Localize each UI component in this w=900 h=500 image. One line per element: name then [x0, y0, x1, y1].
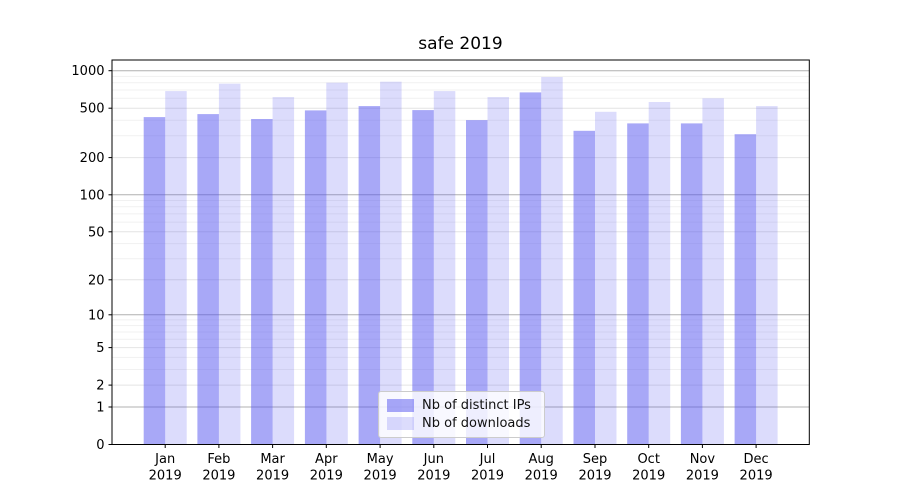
y-tick-label: 5 — [96, 341, 104, 356]
legend-item-distinct-ips: Nb of distinct IPs — [387, 397, 536, 413]
x-tick-label-month: Apr — [315, 452, 338, 467]
axes-frame — [111, 59, 810, 445]
y-tick-label: 50 — [88, 225, 105, 240]
bar-distinct-ips-may — [358, 106, 381, 445]
legend: Nb of distinct IPs Nb of downloads — [378, 391, 545, 438]
x-tick-label-year: 2019 — [149, 469, 182, 484]
x-tick-label-year: 2019 — [471, 469, 504, 484]
x-tick-label-month: Sep — [583, 452, 608, 467]
x-tick-label-year: 2019 — [310, 469, 343, 484]
bar-downloads-sep — [595, 111, 617, 445]
bar-downloads-dec — [756, 106, 778, 445]
bar-distinct-ips-dec — [734, 134, 757, 445]
x-tick-label-month: Aug — [529, 452, 554, 467]
y-tick-label: 10 — [88, 308, 105, 323]
x-tick-label-year: 2019 — [578, 469, 611, 484]
bar-distinct-ips-feb — [197, 114, 219, 445]
bar-downloads-jan — [165, 91, 187, 445]
x-tick-label-year: 2019 — [256, 469, 289, 484]
bar-downloads-apr — [326, 82, 348, 445]
bar-distinct-ips-oct — [627, 123, 649, 445]
x-tick-label-year: 2019 — [202, 469, 235, 484]
y-tick-label: 100 — [80, 188, 105, 203]
y-tick-label: 500 — [80, 102, 105, 117]
bar-distinct-ips-jul — [466, 120, 488, 445]
x-tick-label-year: 2019 — [364, 469, 397, 484]
x-tick-label-month: May — [367, 452, 394, 467]
bar-distinct-ips-jun — [412, 110, 434, 445]
legend-label-distinct-ips: Nb of distinct IPs — [422, 397, 531, 413]
x-tick-label-year: 2019 — [740, 469, 773, 484]
x-tick-label-month: Mar — [260, 452, 285, 467]
chart-title: safe 2019 — [418, 34, 503, 54]
x-tick-label-month: Oct — [637, 452, 659, 467]
x-tick-label-year: 2019 — [632, 469, 665, 484]
bar-downloads-oct — [648, 102, 671, 445]
y-tick-label: 2 — [96, 379, 104, 394]
x-tick-label-month: Jan — [154, 452, 175, 467]
x-tick-label-month: Jul — [479, 452, 496, 467]
bar-downloads-aug — [541, 77, 563, 445]
y-tick-label: 0 — [96, 438, 104, 453]
x-tick-label-year: 2019 — [525, 469, 558, 484]
y-tick-label: 1000 — [71, 64, 104, 79]
legend-swatch-downloads — [387, 417, 414, 431]
bar-downloads-jul — [487, 97, 509, 445]
bar-downloads-jun — [433, 91, 456, 445]
x-tick-label-year: 2019 — [686, 469, 719, 484]
bar-distinct-ips-nov — [680, 123, 703, 445]
legend-item-downloads: Nb of downloads — [387, 416, 536, 432]
y-tick-label: 1 — [96, 401, 104, 416]
bar-downloads-feb — [218, 83, 241, 445]
bar-downloads-may — [380, 81, 402, 445]
bar-downloads-mar — [272, 97, 295, 445]
x-tick-label-month: Jun — [423, 452, 444, 467]
bar-distinct-ips-mar — [251, 119, 273, 445]
x-tick-label-month: Dec — [744, 452, 769, 467]
bar-distinct-ips-aug — [519, 92, 542, 445]
x-tick-label-month: Nov — [690, 452, 716, 467]
bar-distinct-ips-jan — [143, 117, 166, 445]
bar-distinct-ips-sep — [573, 130, 595, 445]
y-tick-label: 200 — [80, 151, 105, 166]
x-tick-label-year: 2019 — [417, 469, 450, 484]
y-tick-label: 20 — [88, 273, 105, 288]
x-tick-label-month: Feb — [207, 452, 230, 467]
legend-swatch-distinct-ips — [387, 398, 414, 412]
bar-downloads-nov — [702, 98, 724, 445]
bar-distinct-ips-apr — [304, 110, 327, 445]
legend-label-downloads: Nb of downloads — [422, 416, 531, 432]
